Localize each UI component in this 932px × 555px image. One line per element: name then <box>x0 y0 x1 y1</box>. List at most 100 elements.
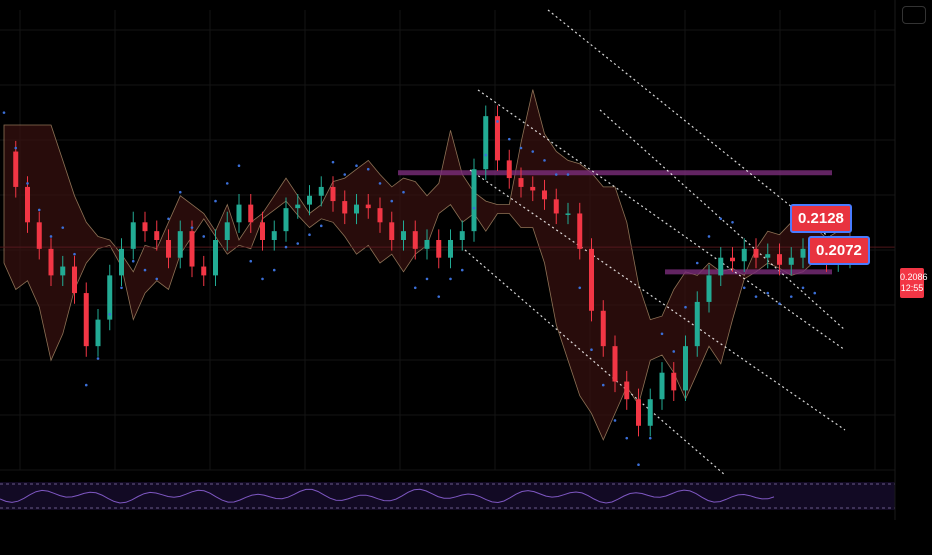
candle <box>248 204 254 223</box>
candle <box>401 231 406 240</box>
psar-dot <box>37 208 41 212</box>
rsi-line <box>0 488 775 504</box>
psar-dot <box>96 357 100 360</box>
psar-dot <box>308 233 311 236</box>
psar-dot <box>108 313 112 316</box>
candle <box>506 160 512 179</box>
psar-dot <box>613 419 617 422</box>
candle <box>260 222 265 240</box>
candle <box>342 201 348 214</box>
candle <box>753 248 759 258</box>
current-price-label: 0.2086 <box>900 272 928 282</box>
psar-dot <box>590 348 593 351</box>
psar-dot <box>272 268 276 272</box>
psar-dot <box>26 182 29 185</box>
psar-dot <box>237 164 241 167</box>
candle <box>577 213 583 249</box>
psar-dot <box>73 252 76 256</box>
candle <box>788 257 794 265</box>
channel-line <box>469 169 846 431</box>
psar-dot <box>719 217 723 221</box>
candle <box>553 199 559 214</box>
psar-dot <box>801 286 805 290</box>
psar-dot <box>261 277 264 281</box>
psar-dot <box>766 291 770 295</box>
candle <box>283 208 289 232</box>
countdown-label: 12:55 <box>900 283 924 293</box>
candle <box>142 222 148 232</box>
channel-line <box>547 9 846 251</box>
psar-dot <box>143 268 147 272</box>
candle <box>177 231 183 258</box>
candle <box>201 266 207 276</box>
psar-dot <box>131 259 135 263</box>
psar-dot <box>366 167 370 171</box>
psar-dot <box>425 277 429 281</box>
candle <box>377 208 383 223</box>
psar-dot <box>2 111 6 114</box>
psar-dot <box>437 295 441 298</box>
psar-dot <box>202 235 206 238</box>
psar-dot <box>460 268 464 272</box>
candle <box>60 266 66 276</box>
candle <box>389 222 395 240</box>
psar-dot <box>601 383 605 387</box>
psar-dot <box>61 226 65 229</box>
psar-dot <box>84 383 88 387</box>
candle <box>189 231 195 267</box>
psar-dot <box>319 224 323 228</box>
candle <box>718 257 724 276</box>
candle <box>354 204 359 214</box>
psar-dot <box>390 199 394 203</box>
candle <box>483 116 489 170</box>
psar-dot <box>378 182 382 185</box>
psar-dot <box>695 261 699 265</box>
psar-dot <box>14 146 18 150</box>
psar-dot <box>507 137 511 141</box>
psar-dot <box>625 436 629 440</box>
candle <box>119 248 124 276</box>
candle <box>659 372 665 400</box>
callout-upper-label: 0.2128 <box>798 210 844 227</box>
psar-dot <box>566 173 570 176</box>
candle <box>530 186 536 191</box>
psar-dot <box>484 153 488 157</box>
psar-dot <box>49 235 53 238</box>
psar-dot <box>789 295 793 298</box>
channel-line <box>464 249 726 476</box>
psar-dot <box>543 159 546 162</box>
candle <box>706 275 712 302</box>
candle <box>542 190 547 200</box>
psar-dot <box>778 302 781 305</box>
psar-dot <box>225 182 229 185</box>
psar-dot <box>578 286 582 290</box>
callout-upper: 0.2128 <box>790 204 852 233</box>
candle <box>236 204 242 223</box>
psar-dot <box>742 286 746 290</box>
candle <box>48 248 54 276</box>
candle <box>495 116 500 161</box>
candle <box>25 186 30 223</box>
psar-dot <box>331 160 335 164</box>
psar-dot <box>648 436 652 440</box>
candle <box>600 310 606 347</box>
psar-dot <box>214 199 217 203</box>
psar-dot <box>413 286 417 290</box>
expand-icon[interactable] <box>902 6 926 24</box>
psar-dot <box>519 146 523 150</box>
candle <box>72 266 77 294</box>
candle <box>589 248 594 311</box>
candle <box>213 240 218 276</box>
candle <box>330 186 336 202</box>
psar-dot <box>249 259 253 263</box>
psar-dot <box>731 221 734 224</box>
psar-dot <box>684 305 687 309</box>
callout-lower: 0.2072 <box>808 236 870 265</box>
psar-dot <box>120 286 123 290</box>
psar-dot <box>637 463 640 466</box>
candle <box>295 204 301 209</box>
psar-dot <box>296 242 300 245</box>
candle <box>365 204 371 209</box>
